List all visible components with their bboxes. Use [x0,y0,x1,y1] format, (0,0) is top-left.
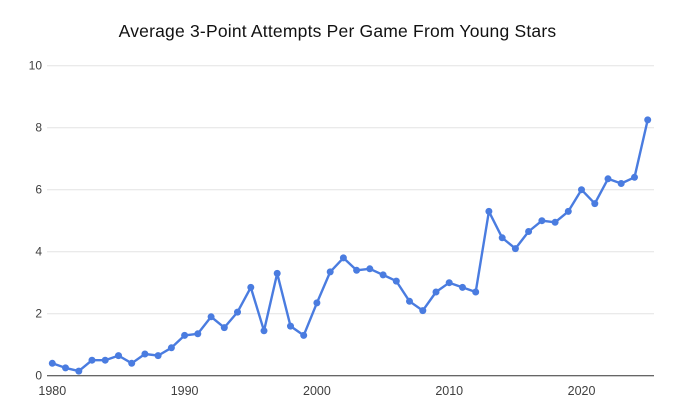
data-point [115,352,122,360]
data-point [48,359,56,367]
data-point [62,364,69,372]
x-tick-label: 2020 [568,384,596,398]
data-point [128,359,136,367]
data-point [406,297,413,305]
data-point [485,207,493,215]
data-point [101,356,109,364]
x-tick-label: 1990 [171,384,199,398]
y-tick-label: 6 [35,183,42,197]
data-point [419,307,427,315]
data-point [88,356,96,364]
data-point [220,324,228,332]
data-point [339,254,347,262]
data-point [167,344,175,352]
data-point [578,186,585,194]
data-point [511,245,519,253]
data-point [525,228,533,235]
data-point [353,266,361,274]
data-point [538,217,546,225]
y-tick-label: 2 [35,307,42,321]
data-point [154,352,162,360]
data-point [591,200,599,208]
data-point [75,367,83,375]
data-point [459,283,466,291]
data-point [181,331,189,339]
x-tick-label: 2000 [303,384,331,398]
data-point [392,277,400,285]
data-point [287,322,294,330]
y-tick-label: 10 [29,59,43,73]
data-point [498,234,506,242]
data-point [445,279,453,287]
data-point [644,116,652,124]
data-point [194,330,202,338]
data-point [273,269,281,277]
data-point [247,283,255,291]
data-point [313,299,321,307]
data-point [564,207,572,215]
y-tick-label: 4 [35,245,42,259]
data-point [300,331,308,339]
data-point [551,218,559,226]
series-line [51,118,649,373]
data-point [617,180,625,187]
data-point [141,350,149,358]
data-point [260,327,268,335]
data-point [604,175,612,183]
chart-title: Average 3-Point Attempts Per Game From Y… [118,21,557,41]
data-point [379,271,387,279]
y-tick-label: 8 [35,121,42,135]
data-point [472,288,480,296]
data-point [326,268,334,276]
x-tick-label: 2010 [435,384,463,398]
data-point [234,308,241,316]
data-point [366,265,374,273]
x-tick-label: 1980 [38,384,66,398]
data-point [631,173,638,181]
data-point [432,288,440,296]
y-tick-label: 0 [35,369,42,383]
data-point [207,313,215,321]
